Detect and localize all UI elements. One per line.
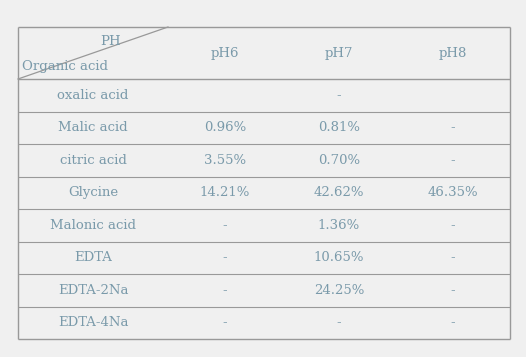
Text: pH7: pH7 <box>325 46 353 60</box>
Text: 0.70%: 0.70% <box>318 154 360 167</box>
Text: citric acid: citric acid <box>59 154 126 167</box>
Text: -: - <box>337 89 341 102</box>
Text: oxalic acid: oxalic acid <box>57 89 129 102</box>
Text: -: - <box>222 251 227 264</box>
Text: -: - <box>451 121 456 134</box>
Text: Organic acid: Organic acid <box>22 60 108 73</box>
Text: 3.55%: 3.55% <box>204 154 246 167</box>
Text: -: - <box>222 219 227 232</box>
Text: EDTA: EDTA <box>74 251 112 264</box>
Text: 1.36%: 1.36% <box>318 219 360 232</box>
Text: Malonic acid: Malonic acid <box>50 219 136 232</box>
Text: 46.35%: 46.35% <box>428 186 478 199</box>
Text: 0.81%: 0.81% <box>318 121 360 134</box>
Text: -: - <box>222 316 227 329</box>
Text: EDTA-2Na: EDTA-2Na <box>58 284 128 297</box>
Text: -: - <box>451 154 456 167</box>
Text: PH: PH <box>100 35 122 48</box>
Text: -: - <box>222 284 227 297</box>
Text: -: - <box>337 316 341 329</box>
Text: 0.96%: 0.96% <box>204 121 246 134</box>
Text: Malic acid: Malic acid <box>58 121 128 134</box>
Text: pH8: pH8 <box>439 46 467 60</box>
Text: EDTA-4Na: EDTA-4Na <box>58 316 128 329</box>
Text: -: - <box>451 251 456 264</box>
Text: 42.62%: 42.62% <box>313 186 364 199</box>
Text: -: - <box>451 284 456 297</box>
Text: Glycine: Glycine <box>68 186 118 199</box>
Text: 24.25%: 24.25% <box>314 284 364 297</box>
Text: pH6: pH6 <box>211 46 239 60</box>
Text: -: - <box>451 219 456 232</box>
Text: 10.65%: 10.65% <box>313 251 364 264</box>
Text: 14.21%: 14.21% <box>200 186 250 199</box>
Text: -: - <box>451 316 456 329</box>
